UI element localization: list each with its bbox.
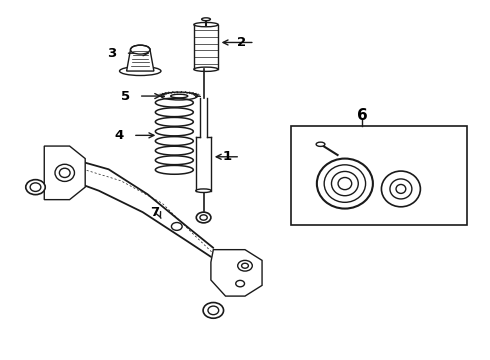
Polygon shape bbox=[44, 146, 85, 200]
Ellipse shape bbox=[30, 183, 41, 192]
Ellipse shape bbox=[59, 168, 70, 177]
Ellipse shape bbox=[130, 45, 150, 54]
Ellipse shape bbox=[208, 306, 219, 315]
Ellipse shape bbox=[194, 67, 218, 71]
Text: 4: 4 bbox=[115, 129, 124, 142]
Ellipse shape bbox=[331, 171, 358, 196]
Ellipse shape bbox=[238, 260, 252, 271]
Ellipse shape bbox=[390, 179, 412, 199]
Ellipse shape bbox=[316, 142, 325, 147]
Ellipse shape bbox=[324, 165, 366, 202]
Ellipse shape bbox=[196, 189, 211, 193]
Ellipse shape bbox=[194, 22, 218, 27]
Text: 7: 7 bbox=[150, 206, 159, 219]
Ellipse shape bbox=[317, 158, 373, 208]
Polygon shape bbox=[211, 249, 262, 296]
Ellipse shape bbox=[120, 67, 161, 76]
Ellipse shape bbox=[203, 302, 223, 318]
Text: 3: 3 bbox=[107, 47, 116, 60]
Ellipse shape bbox=[172, 222, 182, 230]
Ellipse shape bbox=[26, 180, 45, 195]
Text: 2: 2 bbox=[237, 36, 246, 49]
Ellipse shape bbox=[396, 184, 406, 193]
Ellipse shape bbox=[200, 215, 207, 220]
Bar bbox=[291, 126, 466, 225]
Ellipse shape bbox=[242, 263, 248, 268]
Text: 1: 1 bbox=[222, 150, 231, 163]
Ellipse shape bbox=[338, 177, 352, 190]
Text: 5: 5 bbox=[121, 90, 130, 103]
Ellipse shape bbox=[161, 92, 197, 100]
Ellipse shape bbox=[236, 280, 245, 287]
Ellipse shape bbox=[196, 212, 211, 223]
Ellipse shape bbox=[381, 171, 420, 207]
Polygon shape bbox=[126, 50, 154, 71]
Ellipse shape bbox=[55, 164, 74, 181]
Text: 6: 6 bbox=[357, 108, 368, 123]
Ellipse shape bbox=[171, 94, 188, 98]
Ellipse shape bbox=[202, 18, 210, 21]
